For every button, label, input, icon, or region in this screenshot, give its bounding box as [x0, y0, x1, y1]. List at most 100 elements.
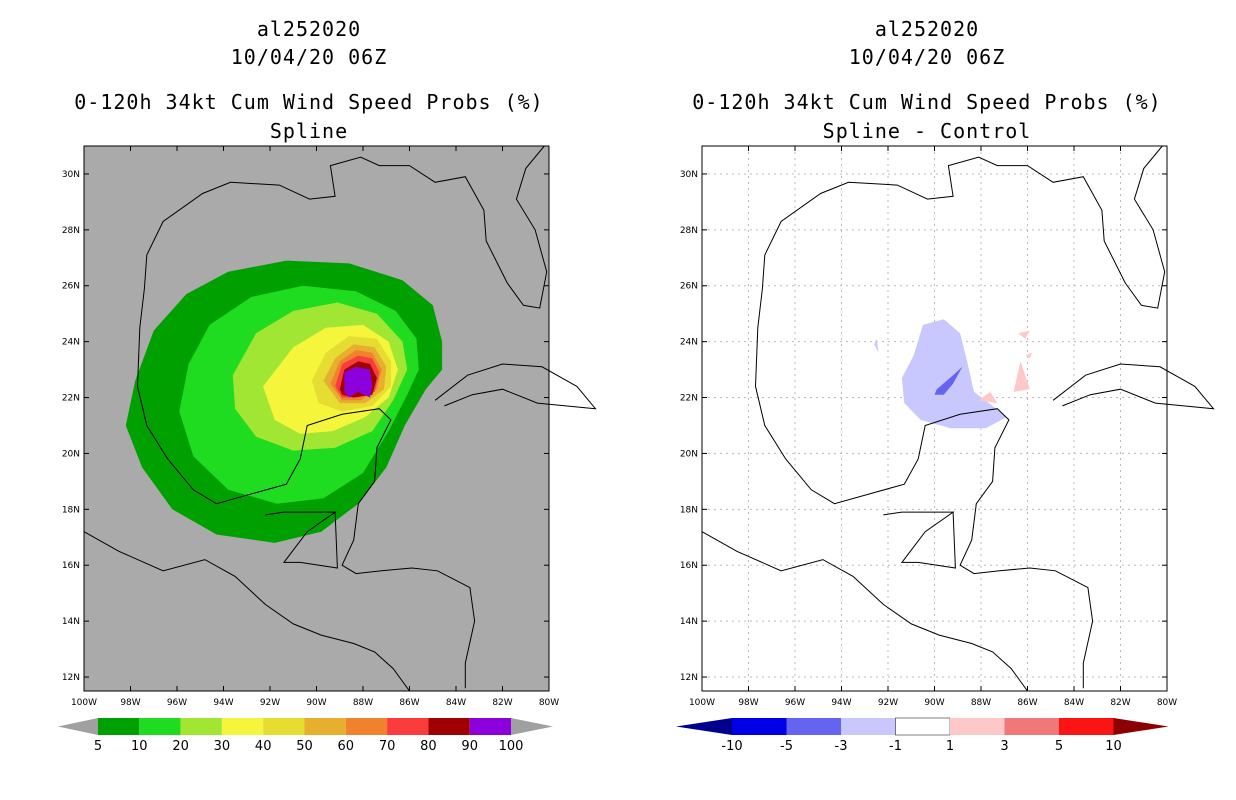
x-tick-label: 84W: [1064, 698, 1084, 708]
y-tick-label: 16N: [62, 561, 80, 571]
colorbar-label: -10: [721, 739, 742, 754]
colorbar-label: 100: [499, 739, 524, 754]
cuba-coastline: [1052, 363, 1215, 410]
border-line: [883, 511, 956, 569]
colorbar-label: 80: [420, 739, 437, 754]
colorbar-label: -1: [889, 739, 902, 754]
colorbar-label: -5: [780, 739, 793, 754]
x-tick-label: 82W: [1110, 698, 1130, 708]
x-tick-label: 82W: [492, 698, 512, 708]
colorbar-label: 40: [255, 739, 272, 754]
x-tick-label: 100W: [71, 698, 97, 708]
y-tick-label: 20N: [62, 449, 80, 459]
y-tick-label: 28N: [680, 226, 698, 236]
y-tick-label: 28N: [62, 226, 80, 236]
left-chart-subtitle: Spline: [269, 119, 349, 143]
y-tick-label: 24N: [680, 338, 698, 348]
colorbar-label: 60: [338, 739, 355, 754]
colorbar-swatch: [387, 718, 429, 735]
left-storm-id: al252020: [256, 17, 362, 41]
colorbar-label: 50: [296, 739, 313, 754]
colorbar-right-arrow: [511, 718, 553, 735]
left-chart-title: 0-120h 34kt Cum Wind Speed Probs (%): [74, 90, 544, 114]
colorbar-label: 3: [1000, 739, 1008, 754]
y-tick-label: 18N: [62, 505, 80, 515]
right-storm-id: al252020: [874, 17, 980, 41]
colorbar-label: 70: [379, 739, 396, 754]
left-panel: al252020 10/04/20 06Z 0-120h 34kt Cum Wi…: [58, 17, 597, 754]
colorbar-swatch: [345, 718, 388, 735]
right-chart-subtitle: Spline - Control: [822, 119, 1032, 143]
pacific-coastline: [83, 531, 410, 692]
y-tick-label: 14N: [62, 617, 80, 627]
colorbar-swatch: [469, 718, 511, 735]
colorbar-label: 10: [1105, 739, 1122, 754]
x-tick-label: 84W: [446, 698, 466, 708]
colorbar-swatch: [221, 718, 264, 735]
y-tick-label: 20N: [680, 449, 698, 459]
y-tick-label: 16N: [680, 561, 698, 571]
x-tick-label: 92W: [260, 698, 280, 708]
colorbar-label: -3: [835, 739, 848, 754]
diff-pos-1-c: [1025, 352, 1033, 359]
y-tick-label: 26N: [62, 282, 80, 292]
x-tick-label: 90W: [924, 698, 944, 708]
right-datetime: 10/04/20 06Z: [848, 45, 1006, 69]
diff-neg-1-small: [874, 338, 879, 353]
right-panel: al252020 10/04/20 06Z 0-120h 34kt Cum Wi…: [618, 0, 1236, 800]
colorbar-label: 10: [131, 739, 148, 754]
y-tick-label: 30N: [680, 170, 698, 180]
colorbar-swatch: [304, 718, 346, 735]
colorbar-label: 20: [172, 739, 189, 754]
colorbar-swatch: [180, 718, 222, 735]
y-tick-label: 18N: [680, 505, 698, 515]
cuba-coastline: [434, 363, 597, 410]
colorbar-label: 5: [94, 739, 102, 754]
diff-pos-1-d: [978, 391, 998, 404]
x-tick-label: 94W: [213, 698, 233, 708]
y-tick-label: 14N: [680, 617, 698, 627]
x-tick-label: 88W: [353, 698, 373, 708]
x-tick-label: 80W: [1157, 698, 1177, 708]
colorbar-label: 90: [461, 739, 478, 754]
x-tick-label: 90W: [306, 698, 326, 708]
colorbar-label: 1: [946, 739, 954, 754]
diff-pos-1-b: [1018, 330, 1030, 339]
colorbar-left-arrow: [58, 718, 98, 735]
colorbar-swatch: [139, 718, 181, 735]
diff-neg-3: [934, 366, 963, 395]
y-tick-label: 22N: [62, 394, 80, 404]
colorbar-swatch: [895, 717, 951, 736]
y-tick-label: 30N: [62, 170, 80, 180]
diff-pos-1: [1013, 361, 1030, 392]
right-chart-title: 0-120h 34kt Cum Wind Speed Probs (%): [692, 90, 1162, 114]
y-tick-label: 12N: [680, 673, 698, 683]
x-tick-label: 98W: [120, 698, 140, 708]
x-tick-label: 86W: [1017, 698, 1037, 708]
y-tick-label: 12N: [62, 673, 80, 683]
colorbar-swatch: [950, 718, 1005, 735]
x-tick-label: 94W: [831, 698, 851, 708]
x-tick-label: 88W: [971, 698, 991, 708]
colorbar-swatch: [732, 718, 787, 735]
diff-neg-1: [901, 319, 1007, 429]
x-tick-label: 80W: [539, 698, 559, 708]
colorbar-label: 30: [214, 739, 231, 754]
colorbar-swatch: [841, 718, 896, 735]
left-map: 100W 98W 96W 94W 92W 90W 88W 86W 84W 82W 80W 12N 14N…: [58, 145, 597, 754]
colorbar-swatch: [428, 718, 470, 735]
colorbar-swatch: [98, 718, 140, 735]
y-tick-label: 24N: [62, 338, 80, 348]
colorbar-swatch: [263, 718, 305, 735]
left-datetime: 10/04/20 06Z: [230, 45, 388, 69]
x-tick-label: 86W: [399, 698, 419, 708]
x-tick-label: 92W: [878, 698, 898, 708]
x-tick-label: 96W: [785, 698, 805, 708]
y-tick-label: 26N: [680, 282, 698, 292]
right-map: 100W 98W 96W 94W 92W 90W 88W 86W 84W 82W 80W 12N 14N…: [676, 145, 1215, 754]
colorbar-right-arrow: [1113, 718, 1169, 735]
x-tick-label: 96W: [167, 698, 187, 708]
colorbar-label: 5: [1055, 739, 1063, 754]
x-tick-label: 98W: [738, 698, 758, 708]
coastline: [136, 145, 548, 689]
